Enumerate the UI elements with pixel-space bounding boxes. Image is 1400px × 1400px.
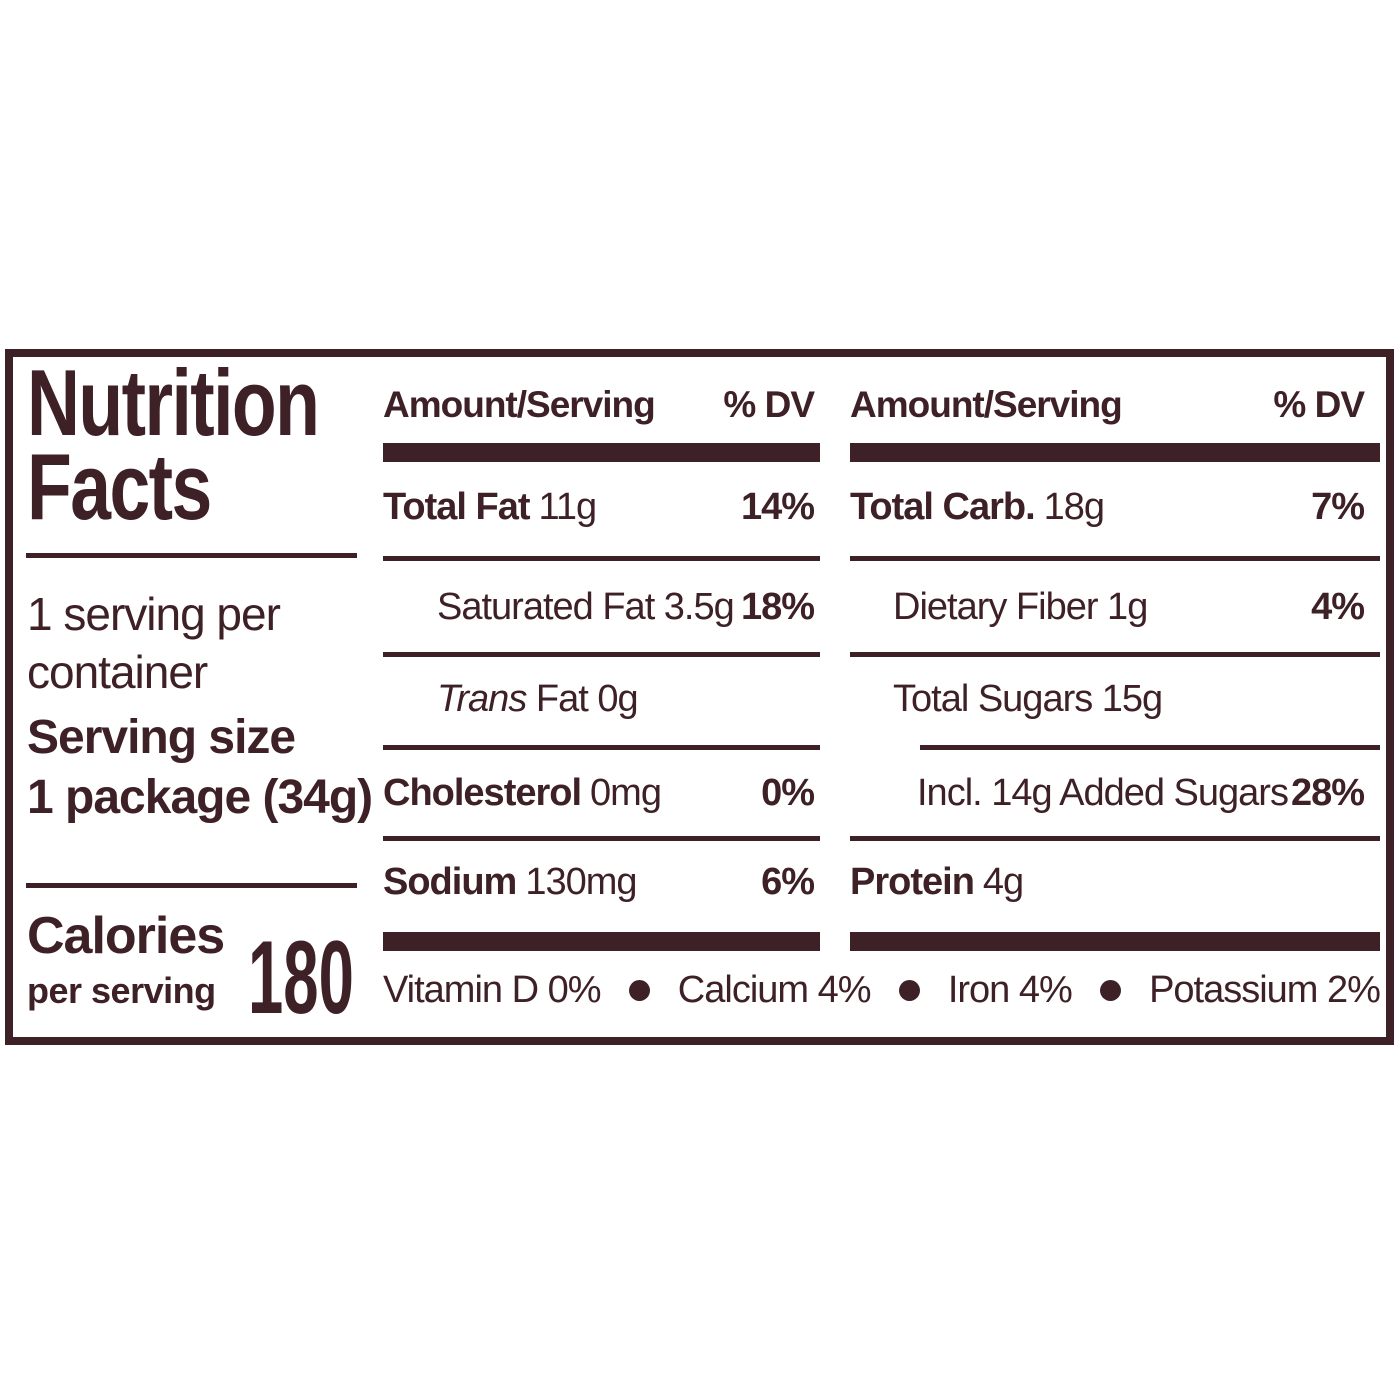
right-footer-bar [850,932,1380,951]
calories-value: 180 [248,920,354,1036]
servings-per-container: 1 serving per container [27,585,281,701]
micronutrients-row: Vitamin D 0% Calcium 4% Iron 4% Potassiu… [383,962,1381,1018]
percent-dv-header: % DV [1273,384,1365,425]
nutrient-row-protein: Protein 4g [850,854,1380,910]
nutrient-row-total-carb: Total Carb. 18g 7% [850,479,1380,535]
nutrient-row-trans-fat: Trans Fat 0g [383,671,820,727]
nutrient-row-total-sugars: Total Sugars 15g [850,671,1380,727]
amount-serving-header: Amount/Serving [850,384,1123,425]
calories-sublabel: per serving [27,970,216,1011]
row-divider [383,556,820,561]
amount-serving-header: Amount/Serving [383,384,656,425]
row-divider [850,556,1380,561]
row-divider [850,836,1380,841]
row-divider [383,836,820,841]
saturated-fat-dv: 18% [740,585,815,628]
servings-line2: container [27,646,208,698]
right-header-bar [850,443,1380,462]
total-fat-dv: 14% [740,485,815,528]
total-fat-name: Total Fat 11g [383,485,597,528]
bullet-separator-icon [628,979,650,1001]
panel-title-line1: Nutrition [27,350,320,455]
right-column-header: Amount/Serving % DV [850,377,1380,433]
middle-footer-bar [383,932,820,951]
nutrient-row-saturated-fat: Saturated Fat 3.5g 18% [383,579,820,635]
calories-label: Calories [27,907,225,965]
middle-column-header: Amount/Serving % DV [383,377,820,433]
added-sugars-dv: 28% [1290,771,1365,814]
total-carb-name: Total Carb. 18g [850,485,1105,528]
row-divider [850,652,1380,657]
row-divider [383,652,820,657]
serving-size-divider [26,883,357,888]
added-sugars-divider [920,745,1380,750]
sodium-dv: 6% [761,860,815,903]
cholesterol-name: Cholesterol 0mg [383,771,662,814]
nutrient-row-cholesterol: Cholesterol 0mg 0% [383,765,820,821]
nutrition-facts-panel: Nutrition Facts 1 serving per container … [5,349,1394,1045]
total-carb-dv: 7% [1311,485,1365,528]
iron-value: Iron 4% [947,968,1073,1011]
panel-title: Nutrition Facts [27,350,320,539]
saturated-fat-name: Saturated Fat 3.5g [437,585,735,628]
dietary-fiber-dv: 4% [1311,585,1365,628]
serving-size: Serving size 1 package (34g) [27,708,373,828]
row-divider [383,745,820,750]
potassium-value: Potassium 2% [1149,968,1381,1011]
servings-line1: 1 serving per [27,588,281,640]
sodium-name: Sodium 130mg [383,860,638,903]
title-divider [26,553,357,558]
percent-dv-header: % DV [723,384,815,425]
bullet-separator-icon [898,979,920,1001]
panel-title-line2: Facts [27,434,212,539]
dietary-fiber-name: Dietary Fiber 1g [893,585,1148,628]
serving-size-label: Serving size [27,711,296,764]
protein-name: Protein 4g [850,860,1024,903]
nutrient-row-sodium: Sodium 130mg 6% [383,854,820,910]
nutrient-row-total-fat: Total Fat 11g 14% [383,479,820,535]
middle-header-bar [383,443,820,462]
nutrient-row-added-sugars: Incl. 14g Added Sugars 28% [850,765,1380,821]
vitamin-d-value: Vitamin D 0% [383,968,602,1011]
added-sugars-name: Incl. 14g Added Sugars [917,771,1289,814]
nutrient-row-dietary-fiber: Dietary Fiber 1g 4% [850,579,1380,635]
trans-fat-name: Trans Fat 0g [437,677,639,720]
cholesterol-dv: 0% [761,771,815,814]
serving-size-value: 1 package (34g) [27,771,373,824]
bullet-separator-icon [1099,979,1121,1001]
total-sugars-name: Total Sugars 15g [893,677,1163,720]
calcium-value: Calcium 4% [677,968,872,1011]
